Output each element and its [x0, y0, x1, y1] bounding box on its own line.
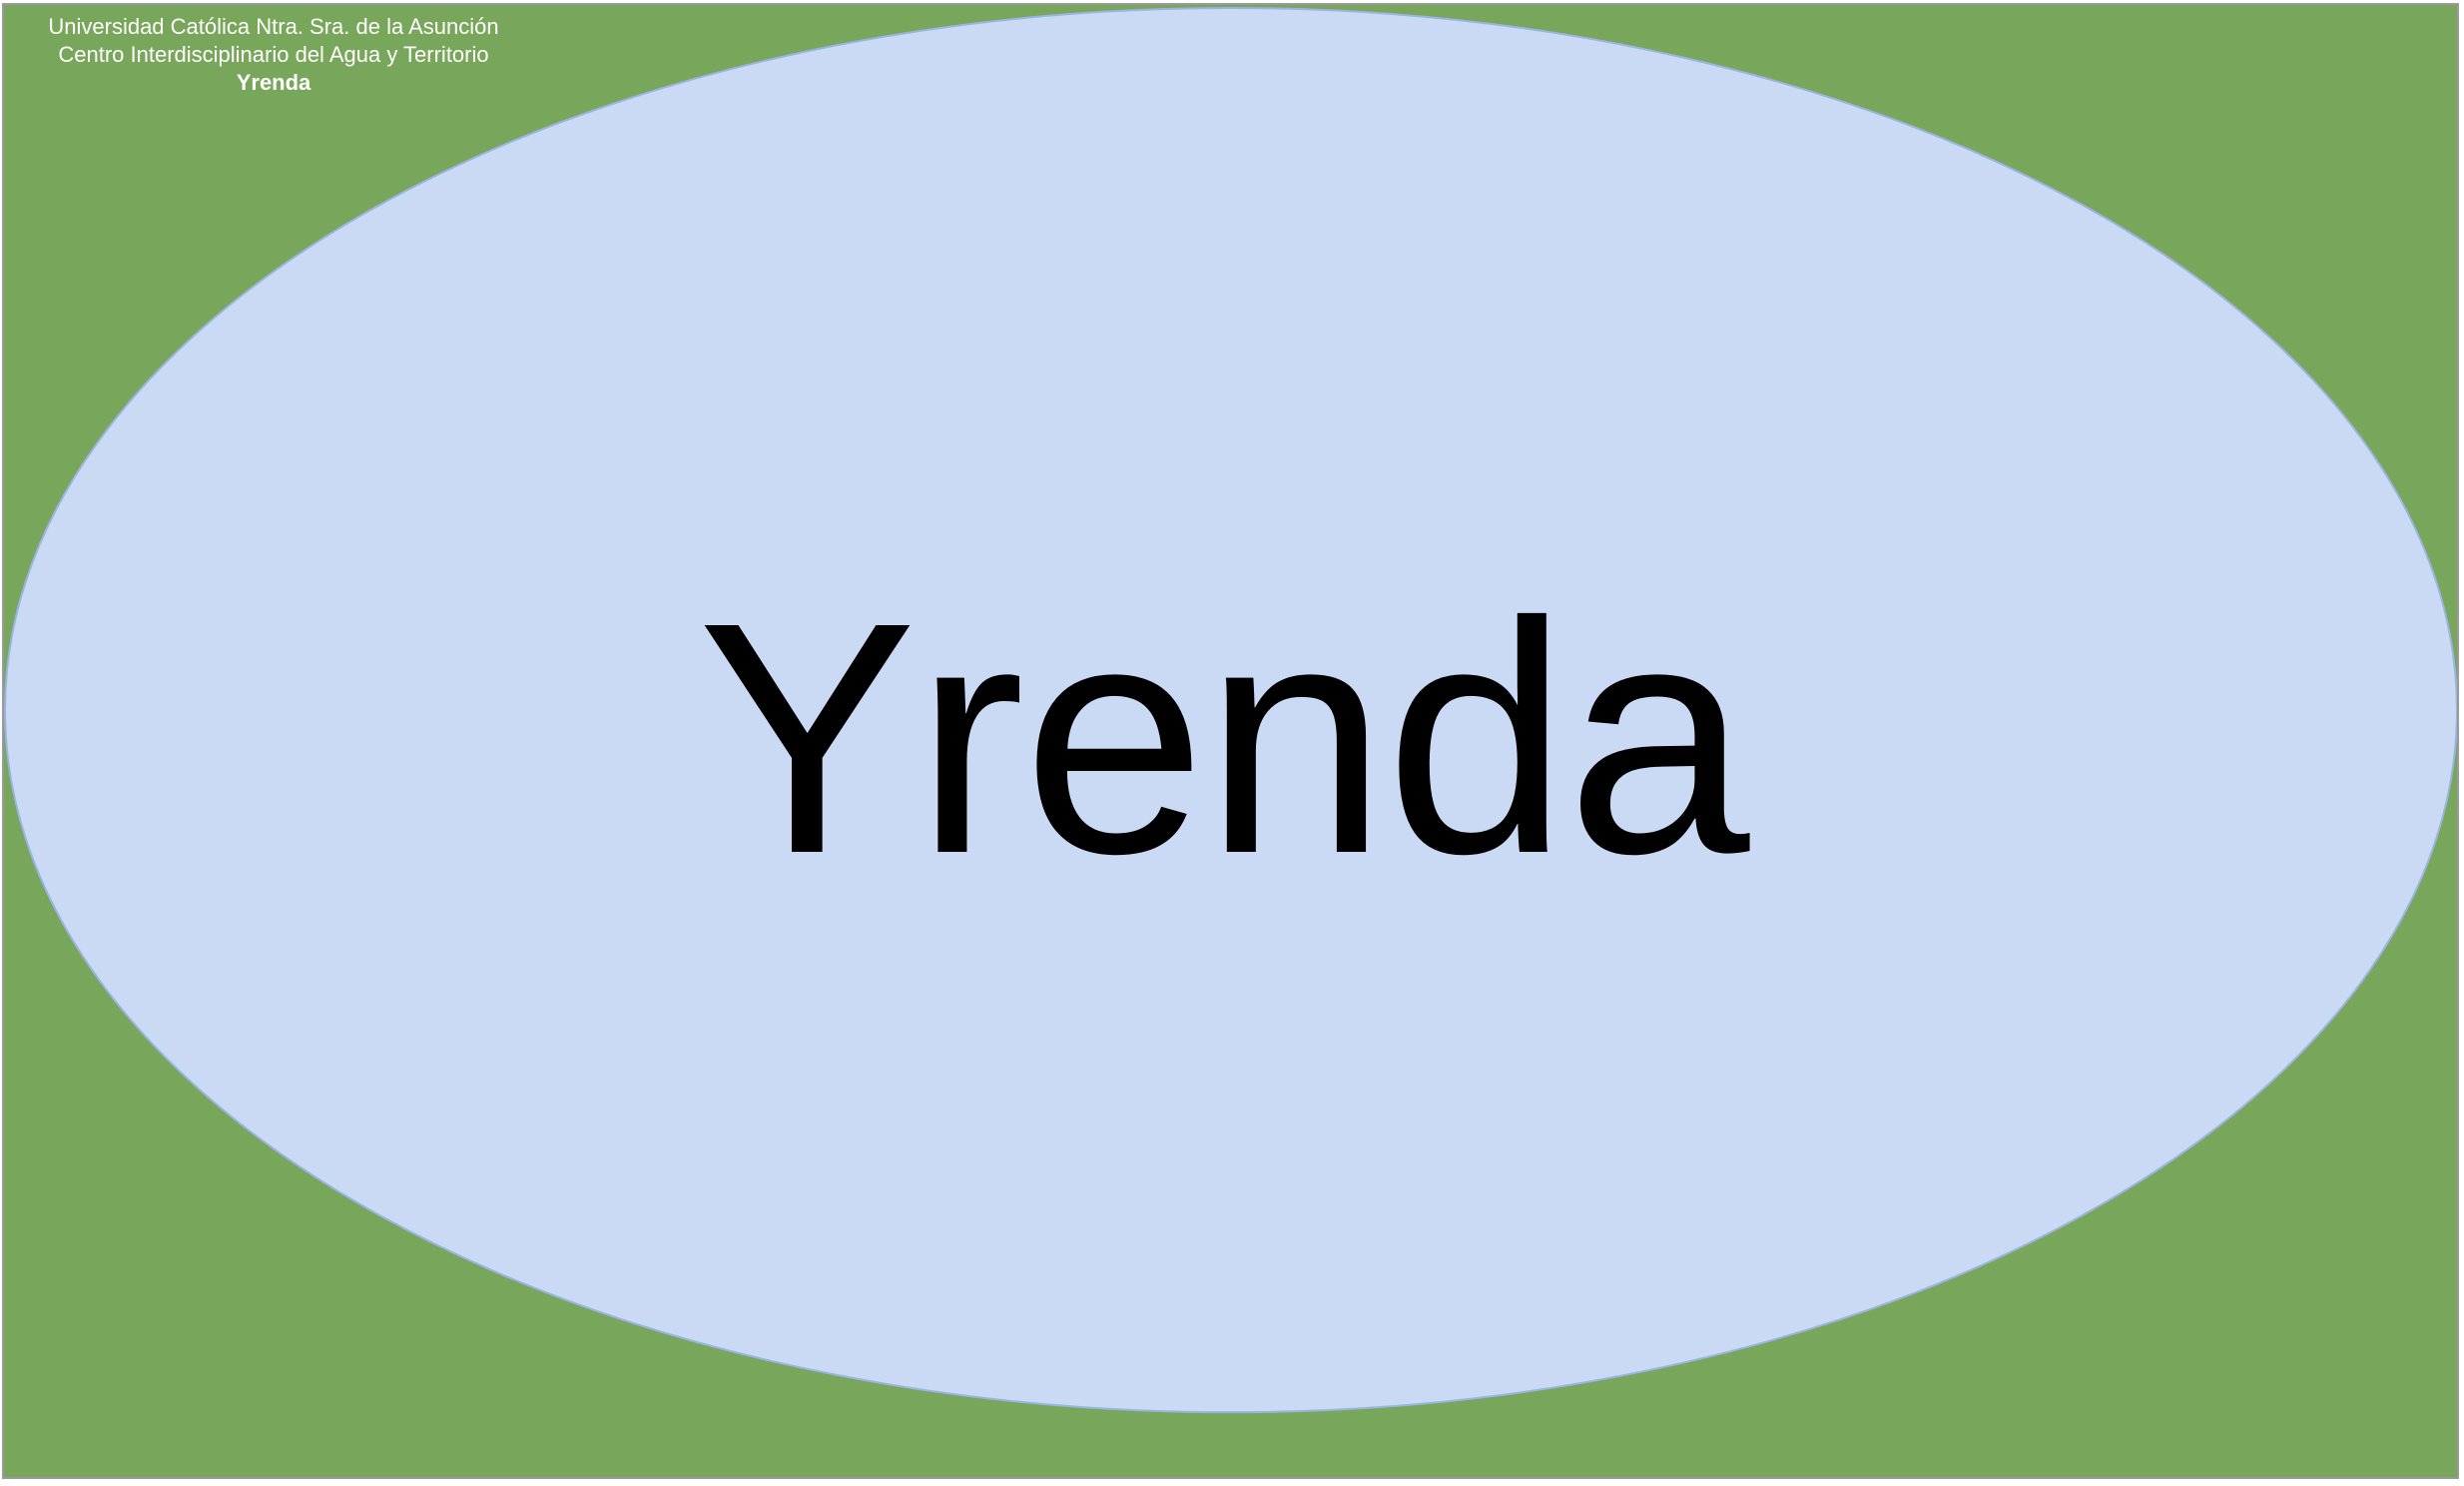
- header-center: Centro Interdisciplinario del Agua y Ter…: [58, 42, 489, 67]
- header-block: Universidad Católica Ntra. Sra. de la As…: [4, 13, 543, 97]
- yrenda-ellipse: [4, 7, 2457, 1413]
- header-title: Yrenda: [236, 70, 311, 95]
- header-university: Universidad Católica Ntra. Sra. de la As…: [48, 14, 499, 39]
- diagram-canvas: Universidad Católica Ntra. Sra. de la As…: [2, 3, 2459, 1479]
- diagram-svg: [4, 5, 2457, 1477]
